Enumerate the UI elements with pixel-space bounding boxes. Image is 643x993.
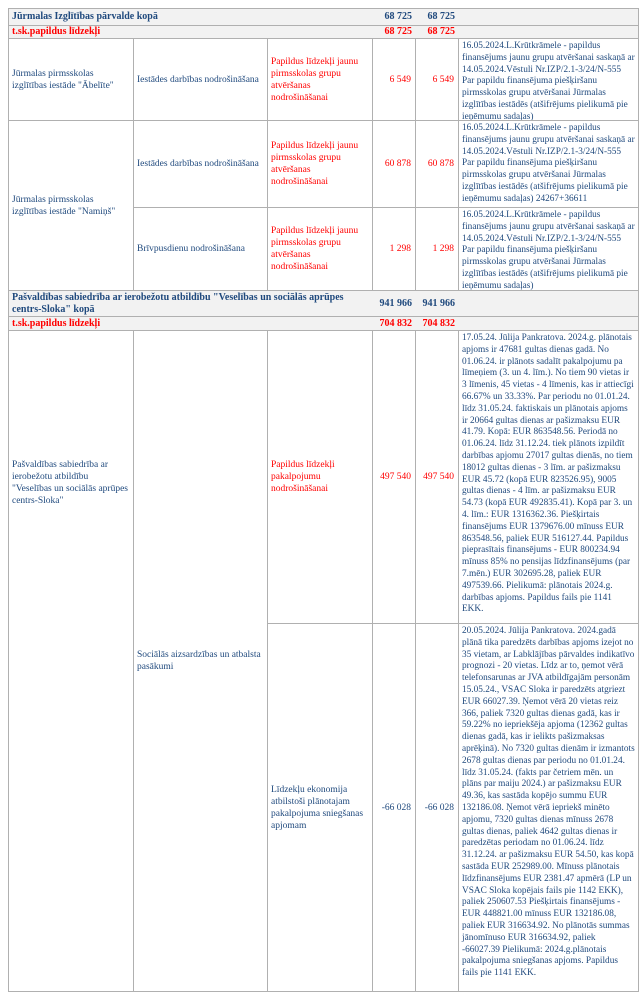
note-cell: 16.05.2024.L.Krūtkrāmele - papildus fina…	[459, 39, 638, 121]
amount-cell-2: 60 878	[416, 121, 459, 208]
amount-cell-2: -66 028	[416, 624, 459, 991]
institution-cell: Pašvaldības sabiedrība ar ierobežotu atb…	[9, 331, 134, 991]
amount-cell-1: 6 549	[373, 39, 416, 121]
institution-cell: Jūrmalas pirmsskolas izglītības iestāde …	[9, 121, 134, 291]
section-total-value-1: 68 725	[373, 9, 416, 26]
section-total-note-filler	[459, 291, 638, 317]
section-total-label: Pašvaldības sabiedrība ar ierobežotu atb…	[9, 291, 373, 317]
purpose-cell: Papildus līdzekļi jaunu pirmsskolas grup…	[268, 39, 373, 121]
section-total-label: Jūrmalas Izglītības pārvalde kopā	[9, 9, 373, 26]
note-cell: 17.05.24. Jūlija Pankratova. 2024.g. plā…	[459, 331, 638, 624]
section-total-value-2: 941 966	[416, 291, 459, 317]
section-extra-label: t.sk.papildus līdzekļi	[9, 26, 373, 39]
amount-cell-1: -66 028	[373, 624, 416, 991]
amount-cell-2: 1 298	[416, 208, 459, 291]
section-extra-label: t.sk.papildus līdzekļi	[9, 317, 373, 331]
section-extra-value-1: 68 725	[373, 26, 416, 39]
section-extra-note-filler	[459, 26, 638, 39]
section-total-note-filler	[459, 9, 638, 26]
section-extra-value-2: 704 832	[416, 317, 459, 331]
category-cell: Sociālās aizsardzības un atbalsta pasāku…	[134, 331, 268, 991]
section-extra-value-1: 704 832	[373, 317, 416, 331]
note-cell: 16.05.2024.L.Krūtkrāmele - papildus fina…	[459, 208, 638, 291]
amount-cell-1: 1 298	[373, 208, 416, 291]
amount-cell-1: 60 878	[373, 121, 416, 208]
section-total-value-2: 68 725	[416, 9, 459, 26]
section-extra-value-2: 68 725	[416, 26, 459, 39]
institution-cell: Jūrmalas pirmsskolas izglītības iestāde …	[9, 39, 134, 121]
activity-cell: Iestādes darbības nodrošināšana	[134, 39, 268, 121]
amount-cell-1: 497 540	[373, 331, 416, 624]
note-cell: 16.05.2024.L.Krūtkrāmele - papildus fina…	[459, 121, 638, 208]
purpose-cell: Papildus līdzekļi jaunu pirmsskolas grup…	[268, 121, 373, 208]
purpose-cell: Līdzekļu ekonomija atbilstoši plānotajam…	[268, 624, 373, 991]
amount-cell-2: 6 549	[416, 39, 459, 121]
budget-table: Jūrmalas Izglītības pārvalde kopā 68 725…	[8, 8, 639, 992]
section-extra-note-filler	[459, 317, 638, 331]
activity-cell: Brīvpusdienu nodrošināšana	[134, 208, 268, 291]
purpose-cell: Papildus līdzekļi jaunu pirmsskolas grup…	[268, 208, 373, 291]
note-cell: 20.05.2024. Jūlija Pankratova. 2024.gadā…	[462, 626, 635, 979]
amount-cell-2: 497 540	[416, 331, 459, 624]
activity-cell: Iestādes darbības nodrošināšana	[134, 121, 268, 208]
purpose-cell: Papildus līdzekļi pakalpojumu nodrošināš…	[268, 331, 373, 624]
section-total-value-1: 941 966	[373, 291, 416, 317]
